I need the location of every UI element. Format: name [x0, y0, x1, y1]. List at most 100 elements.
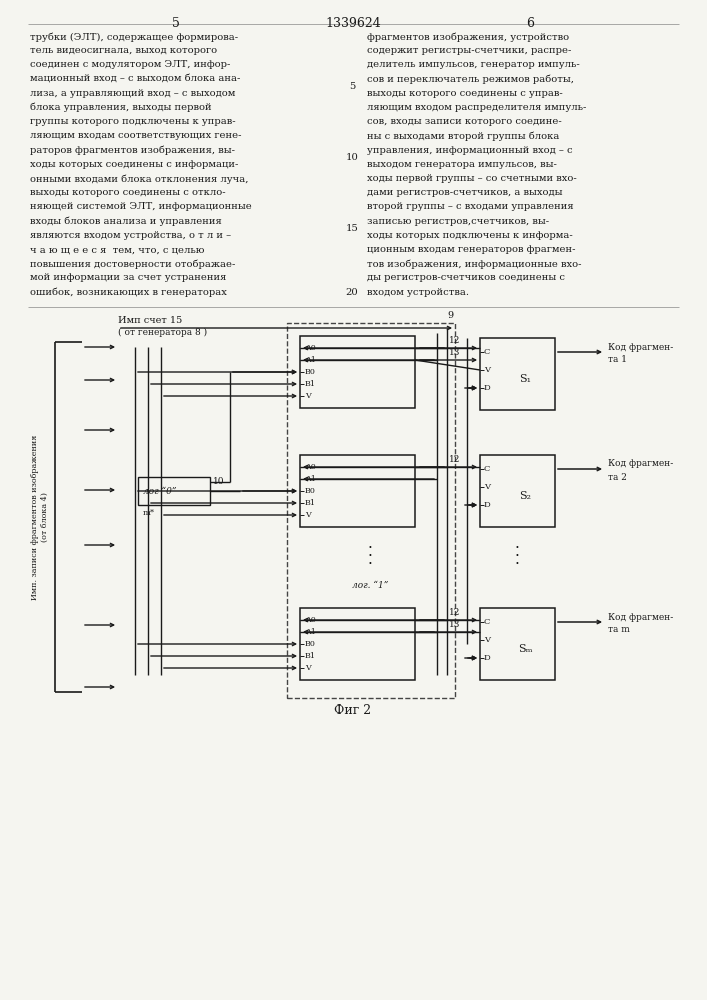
Text: второй группы – с входами управления: второй группы – с входами управления: [367, 202, 573, 211]
Text: ходы которых подключены к информа-: ходы которых подключены к информа-: [367, 231, 573, 240]
Text: ·: ·: [368, 542, 373, 556]
Text: D: D: [484, 654, 491, 662]
Text: Имп счет 15: Имп счет 15: [118, 316, 182, 325]
Text: A1: A1: [305, 475, 316, 483]
Text: 5: 5: [172, 17, 180, 30]
Text: C: C: [484, 348, 491, 356]
Text: ·: ·: [515, 558, 520, 572]
Bar: [138, 477, 210, 505]
Text: B1: B1: [305, 652, 316, 660]
Text: 13: 13: [450, 348, 461, 357]
Text: входы блоков анализа и управления: входы блоков анализа и управления: [30, 217, 222, 226]
Text: записью регистров,счетчиков, вы-: записью регистров,счетчиков, вы-: [367, 217, 549, 226]
Text: фрагментов изображения, устройство: фрагментов изображения, устройство: [367, 32, 569, 41]
Text: ходы которых соединены с информаци-: ходы которых соединены с информаци-: [30, 160, 238, 169]
Text: лог “0”: лог “0”: [143, 487, 177, 495]
Text: Фиг 2: Фиг 2: [334, 704, 372, 716]
Text: ·: ·: [368, 550, 373, 564]
Text: ·: ·: [368, 558, 373, 572]
Text: группы которого подключены к управ-: группы которого подключены к управ-: [30, 117, 235, 126]
Text: выходом генератора импульсов, вы-: выходом генератора импульсов, вы-: [367, 160, 557, 169]
Text: A0: A0: [305, 463, 316, 471]
Text: ляющим входом распределителя импуль-: ляющим входом распределителя импуль-: [367, 103, 586, 112]
Text: C: C: [484, 465, 491, 473]
Text: лог. “1”: лог. “1”: [352, 580, 388, 589]
Bar: [300, 608, 415, 680]
Text: B0: B0: [305, 640, 316, 648]
Text: V: V: [305, 664, 311, 672]
Bar: [287, 323, 455, 698]
Text: Код фрагмен-: Код фрагмен-: [608, 342, 673, 352]
Text: C: C: [484, 618, 491, 626]
Text: V: V: [305, 511, 311, 519]
Text: ошибок, возникающих в генераторах: ошибок, возникающих в генераторах: [30, 288, 227, 297]
Text: делитель импульсов, генератор импуль-: делитель импульсов, генератор импуль-: [367, 60, 580, 69]
Text: 13: 13: [450, 620, 461, 629]
Text: S₂: S₂: [519, 491, 531, 501]
Text: 10: 10: [346, 153, 358, 162]
Text: B1: B1: [305, 380, 316, 388]
Text: выходы которого соединены с откло-: выходы которого соединены с откло-: [30, 188, 226, 197]
Text: раторов фрагментов изображения, вы-: раторов фрагментов изображения, вы-: [30, 146, 235, 155]
Text: 1339624: 1339624: [325, 17, 381, 30]
Text: B0: B0: [305, 368, 316, 376]
Text: Sₘ: Sₘ: [518, 644, 532, 654]
Text: m*: m*: [143, 509, 155, 517]
Text: сов и переключатель режимов работы,: сов и переключатель режимов работы,: [367, 75, 574, 84]
Text: D: D: [484, 384, 491, 392]
Text: содержит регистры-счетчики, распре-: содержит регистры-счетчики, распре-: [367, 46, 571, 55]
Text: 9: 9: [447, 311, 453, 320]
Text: S₁: S₁: [519, 374, 531, 384]
Text: 15: 15: [346, 224, 358, 233]
Text: та 1: та 1: [608, 356, 627, 364]
Text: онными входами блока отклонения луча,: онными входами блока отклонения луча,: [30, 174, 248, 184]
Text: V: V: [484, 636, 490, 644]
Text: 12: 12: [450, 608, 461, 617]
Text: ·: ·: [515, 550, 520, 564]
Text: управления, информационный вход – с: управления, информационный вход – с: [367, 146, 573, 155]
Text: 12: 12: [450, 455, 461, 464]
Text: выходы которого соединены с управ-: выходы которого соединены с управ-: [367, 89, 563, 98]
Text: являются входом устройства, о т л и –: являются входом устройства, о т л и –: [30, 231, 231, 240]
Text: та 2: та 2: [608, 473, 627, 482]
Text: ( от генератора 8 ): ( от генератора 8 ): [118, 328, 207, 337]
Text: ляющим входам соответствующих гене-: ляющим входам соответствующих гене-: [30, 131, 242, 140]
Text: дами регистров-счетчиков, а выходы: дами регистров-счетчиков, а выходы: [367, 188, 563, 197]
Text: V: V: [305, 392, 311, 400]
Text: блока управления, выходы первой: блока управления, выходы первой: [30, 103, 211, 112]
Text: A0: A0: [305, 616, 316, 624]
Bar: [480, 455, 555, 527]
Text: 10: 10: [213, 477, 225, 486]
Text: Код фрагмен-: Код фрагмен-: [608, 612, 673, 621]
Text: мационный вход – с выходом блока ана-: мационный вход – с выходом блока ана-: [30, 75, 240, 84]
Text: Имп. записи фрагментов изображения
(от блока 4): Имп. записи фрагментов изображения (от б…: [31, 434, 49, 600]
Text: тов изображения, информационные вхо-: тов изображения, информационные вхо-: [367, 259, 581, 269]
Text: няющей системой ЭЛТ, информационные: няющей системой ЭЛТ, информационные: [30, 202, 252, 211]
Text: 20: 20: [346, 288, 358, 297]
Text: ч а ю щ е е с я  тем, что, с целью: ч а ю щ е е с я тем, что, с целью: [30, 245, 204, 254]
Bar: [300, 455, 415, 527]
Text: трубки (ЭЛТ), содержащее формирова-: трубки (ЭЛТ), содержащее формирова-: [30, 32, 238, 41]
Text: та m: та m: [608, 626, 630, 635]
Text: ·: ·: [515, 542, 520, 556]
Text: повышения достоверности отображае-: повышения достоверности отображае-: [30, 259, 235, 269]
Text: V: V: [484, 483, 490, 491]
Text: A1: A1: [305, 356, 316, 364]
Bar: [480, 608, 555, 680]
Text: лиза, а управляющий вход – с выходом: лиза, а управляющий вход – с выходом: [30, 89, 235, 98]
Text: входом устройства.: входом устройства.: [367, 288, 469, 297]
Text: 12: 12: [450, 336, 461, 345]
Text: ны с выходами второй группы блока: ны с выходами второй группы блока: [367, 131, 559, 141]
Text: V: V: [484, 366, 490, 374]
Text: A1: A1: [305, 628, 316, 636]
Text: 6: 6: [526, 17, 534, 30]
Text: ходы первой группы – со счетными вхо-: ходы первой группы – со счетными вхо-: [367, 174, 577, 183]
Text: B0: B0: [305, 487, 316, 495]
Text: A0: A0: [305, 344, 316, 352]
Text: соединен с модулятором ЭЛТ, инфор-: соединен с модулятором ЭЛТ, инфор-: [30, 60, 230, 69]
Text: тель видеосигнала, выход которого: тель видеосигнала, выход которого: [30, 46, 217, 55]
Bar: [300, 336, 415, 408]
Text: B1: B1: [305, 499, 316, 507]
Text: D: D: [484, 501, 491, 509]
Text: сов, входы записи которого соедине-: сов, входы записи которого соедине-: [367, 117, 562, 126]
